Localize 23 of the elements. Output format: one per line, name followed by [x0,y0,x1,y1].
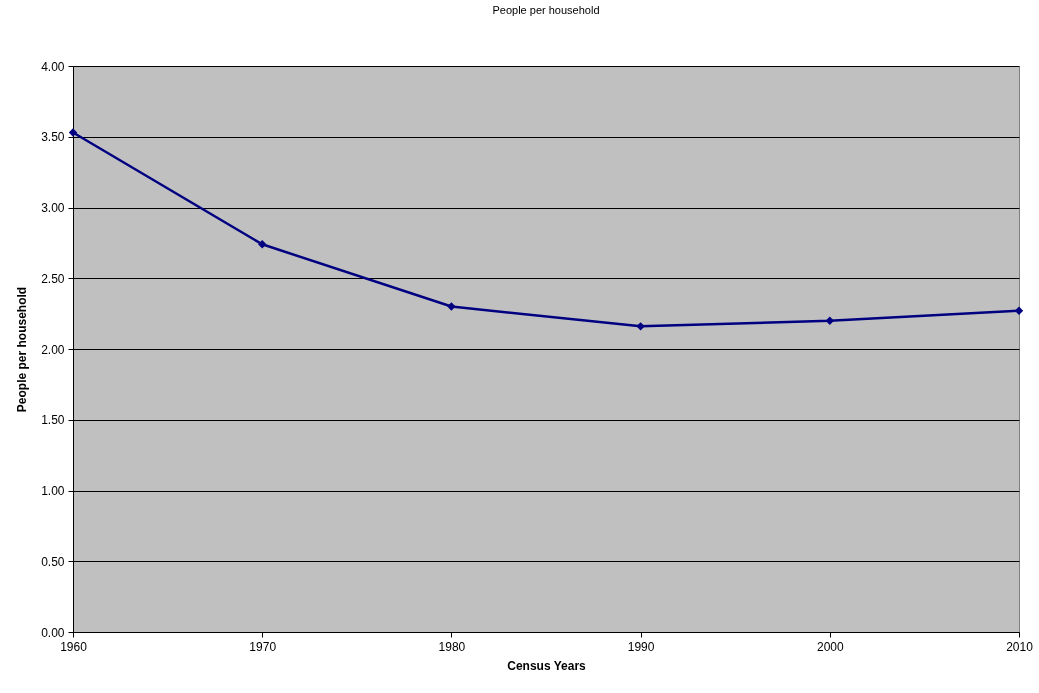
x-axis-title: Census Years [507,658,587,673]
y-tick-label: 4.00 [41,59,65,74]
y-axis-title: People per household [15,286,30,413]
x-tick-label: 1990 [627,639,655,654]
y-tick-label: 2.50 [41,271,65,286]
y-tick-label: 0.00 [41,625,65,640]
point [258,240,267,249]
x-tick-label: 1970 [249,639,277,654]
x-tick-label: 2000 [816,639,844,654]
x-tick-label: 1960 [60,639,88,654]
point [636,322,645,331]
point [825,316,834,325]
y-tick-label: 1.00 [41,484,65,498]
x-tick-label: 2010 [1006,639,1034,654]
x-tick-label: 1980 [438,639,466,654]
point [1014,306,1024,315]
chart-title: People per household [492,4,600,16]
y-tick-label: 3.50 [41,130,65,145]
y-tick-label: 3.00 [41,201,65,215]
y-tick-label: 1.50 [41,413,65,428]
y-tick-label: 0.50 [41,554,65,569]
point [447,302,456,311]
y-tick-label: 2.00 [41,342,65,357]
